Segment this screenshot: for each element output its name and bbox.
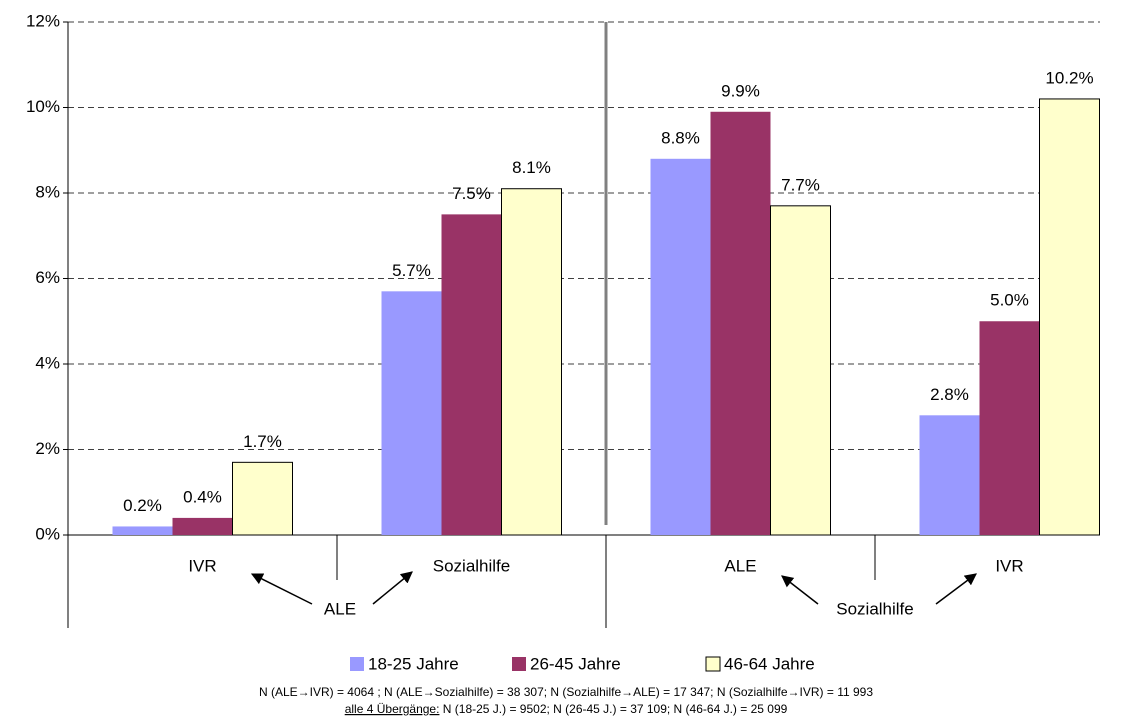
arrows bbox=[250, 571, 977, 605]
bar bbox=[770, 205, 831, 536]
bar bbox=[112, 526, 173, 535]
y-tick-label: 12% bbox=[26, 11, 60, 30]
y-tick-label: 2% bbox=[35, 439, 60, 458]
bar bbox=[441, 214, 502, 535]
footnote-part: alle 4 Übergänge: bbox=[345, 702, 440, 716]
data-label: 1.7% bbox=[243, 432, 282, 451]
legend-label: 18-25 Jahre bbox=[368, 654, 459, 673]
bar bbox=[172, 517, 233, 535]
y-tick-label: 0% bbox=[35, 524, 60, 543]
group-label: Sozialhilfe bbox=[836, 599, 914, 618]
x-tick-label: IVR bbox=[995, 556, 1023, 575]
footnote-part: N (18-25 J.) = 9502; N (26-45 J.) = 37 1… bbox=[439, 702, 787, 716]
x-tick-label: ALE bbox=[724, 556, 756, 575]
bar bbox=[501, 188, 562, 536]
data-label: 0.2% bbox=[123, 496, 162, 515]
group-label: ALE bbox=[324, 599, 356, 618]
data-label: 8.8% bbox=[661, 128, 700, 147]
x-tick-label: Sozialhilfe bbox=[433, 556, 511, 575]
x-tick-label: IVR bbox=[188, 556, 216, 575]
bar bbox=[232, 461, 293, 536]
data-label: 7.7% bbox=[781, 175, 820, 194]
legend-swatch bbox=[705, 656, 721, 672]
data-label: 5.0% bbox=[990, 291, 1029, 310]
y-tick-label: 4% bbox=[35, 353, 60, 372]
bar bbox=[381, 291, 442, 535]
legend-label: 46-64 Jahre bbox=[724, 654, 815, 673]
bar bbox=[710, 111, 771, 536]
footnote: alle 4 Übergänge: N (18-25 J.) = 9502; N… bbox=[345, 702, 788, 716]
data-label: 5.7% bbox=[392, 261, 431, 280]
footnote: N (ALE→IVR) = 4064 ; N (ALE→Sozialhilfe)… bbox=[259, 685, 873, 699]
legend-swatch bbox=[512, 657, 526, 671]
legend-label: 26-45 Jahre bbox=[530, 654, 621, 673]
bar bbox=[1039, 98, 1100, 536]
data-label: 10.2% bbox=[1045, 68, 1093, 87]
y-tick-label: 8% bbox=[35, 182, 60, 201]
data-label: 2.8% bbox=[930, 385, 969, 404]
data-label: 7.5% bbox=[452, 184, 491, 203]
data-label: 9.9% bbox=[721, 81, 760, 100]
y-tick-label: 6% bbox=[35, 268, 60, 287]
bar bbox=[919, 415, 980, 535]
data-label: 8.1% bbox=[512, 158, 551, 177]
bar bbox=[650, 158, 711, 536]
bar bbox=[979, 321, 1040, 535]
legend-swatch bbox=[350, 657, 364, 671]
y-tick-label: 10% bbox=[26, 97, 60, 116]
data-label: 0.4% bbox=[183, 487, 222, 506]
